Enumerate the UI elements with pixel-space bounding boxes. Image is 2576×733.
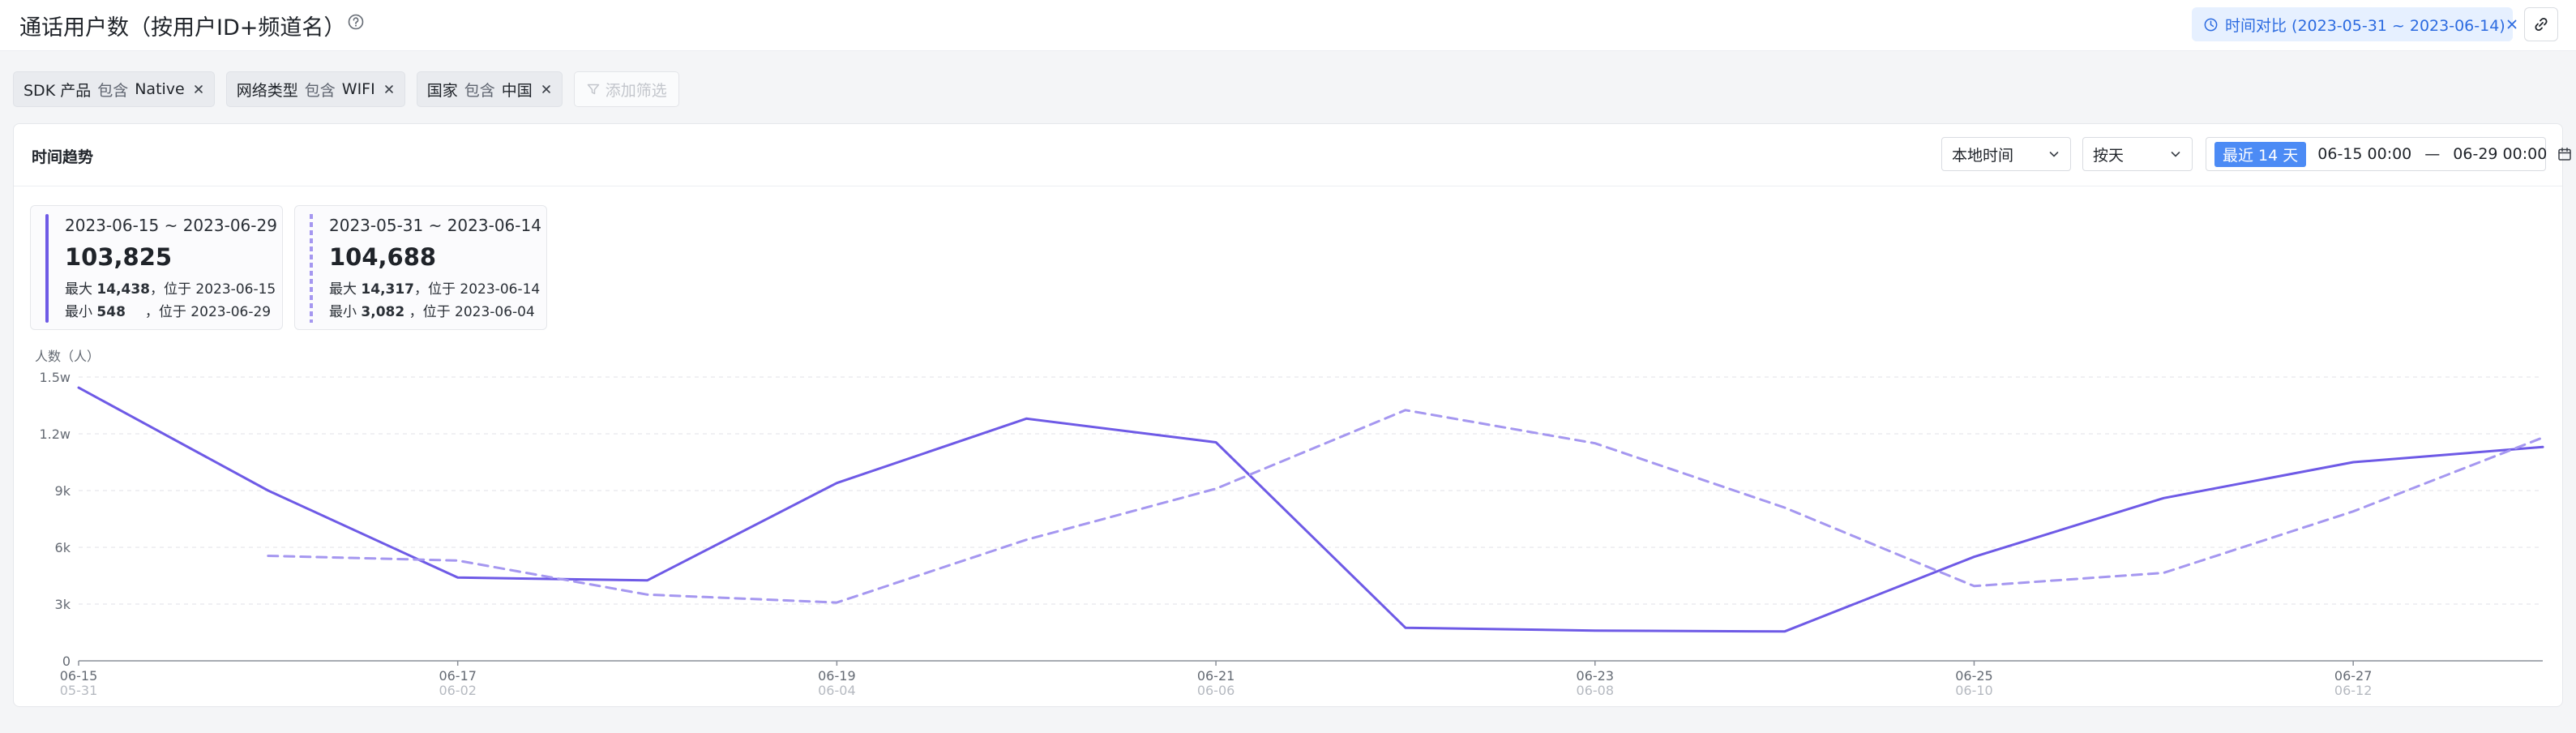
clock-icon [2203,17,2219,32]
filter-chip-country[interactable]: 国家 包含 中国 [416,71,563,107]
stat-total: 103,825 [65,243,173,271]
stat-min: 最小 548 ，位于 2023-06-29 [65,304,272,320]
time-compare-badge[interactable]: 时间对比 (2023-05-31 ~ 2023-06-14) [2192,7,2517,41]
link-icon [2532,15,2550,33]
filter-value: WIFI [341,80,375,98]
card-header: 时间趋势 本地时间 按天 最近 14 天 06-15 00:00 — 06-29… [14,124,2572,186]
chevron-down-icon [2169,148,2182,161]
y-axis-label: 人数（人） [35,349,100,364]
stat-min: 最小 3,082 ，位于 2023-06-04 [329,304,535,320]
range-preset-tag[interactable]: 最近 14 天 [2214,141,2307,167]
add-filter-label: 添加筛选 [605,81,667,100]
stat-max: 最大 14,438，位于 2023-06-15 [65,281,276,298]
y-tick-label: 3k [55,597,71,612]
series-marker-solid [45,214,49,323]
x-tick-label: 06-27 [2334,668,2373,684]
x-tick-label: 06-25 [1955,668,1993,684]
x-tick-label-compare: 06-06 [1197,683,1235,698]
time-compare-label: 时间对比 (2023-05-31 ~ 2023-06-14) [2225,16,2505,35]
stat-card-current: 2023-06-15 ~ 2023-06-29 103,825 最大 14,43… [30,205,283,330]
filter-chip-sdk[interactable]: SDK 产品 包含 Native [13,71,215,107]
filter-op: 包含 [304,81,336,100]
close-icon[interactable] [541,84,552,95]
close-icon[interactable] [193,84,204,95]
stat-range: 2023-05-31 ~ 2023-06-14 [329,216,541,235]
x-tick-label-compare: 06-12 [2334,683,2373,698]
filter-op: 包含 [97,81,129,100]
filter-field: 网络类型 [236,81,298,100]
y-tick-label: 1.5w [39,370,71,385]
x-tick-label: 06-23 [1577,668,1615,684]
x-tick-label-compare: 06-10 [1955,683,1993,698]
filter-bar: SDK 产品 包含 Native 网络类型 包含 WIFI 国家 包含 中国 添… [13,71,679,107]
close-icon[interactable] [383,84,395,95]
filter-op: 包含 [464,81,495,100]
stat-card-previous: 2023-05-31 ~ 2023-06-14 104,688 最大 14,31… [294,205,547,330]
filter-field: SDK 产品 [24,81,92,100]
stat-total: 104,688 [329,243,437,271]
x-tick-label-compare: 05-31 [60,683,98,698]
filter-value: Native [135,80,185,98]
x-tick-label-compare: 06-08 [1577,683,1615,698]
series-line-previous [267,409,2544,604]
granularity-value: 按天 [2093,146,2125,165]
range-start[interactable]: 06-15 00:00 [2317,145,2412,163]
timezone-value: 本地时间 [1952,146,2014,165]
y-tick-label: 1.2w [39,427,71,442]
x-tick-label: 06-19 [818,668,856,684]
trend-card: 时间趋势 本地时间 按天 最近 14 天 06-15 00:00 — 06-29… [13,123,2572,707]
y-tick-label: 6k [55,540,71,555]
series-line-current [77,386,2544,633]
copy-link-button[interactable] [2524,7,2558,41]
calendar-icon[interactable] [2557,146,2573,162]
x-tick-label: 06-21 [1197,668,1235,684]
x-tick-label: 06-15 [60,668,98,684]
range-end[interactable]: 06-29 00:00 [2453,145,2548,163]
date-range-picker[interactable]: 最近 14 天 06-15 00:00 — 06-29 00:00 [2206,137,2572,171]
y-tick-label: 9k [55,483,71,499]
timezone-select[interactable]: 本地时间 [1941,137,2071,171]
add-filter-button[interactable]: 添加筛选 [573,71,679,107]
range-separator: — [2424,145,2441,163]
section-title: 时间趋势 [32,148,94,166]
stat-max: 最大 14,317，位于 2023-06-14 [329,281,541,298]
page-title: 通话用户数（按用户ID+频道名） [19,15,346,41]
help-circle-icon[interactable] [347,13,365,34]
stat-range: 2023-06-15 ~ 2023-06-29 [65,216,277,235]
granularity-select[interactable]: 按天 [2082,137,2193,171]
x-tick-label-compare: 06-02 [439,683,477,698]
filter-value: 中国 [501,81,533,100]
close-icon[interactable] [2505,18,2518,31]
x-tick-label-compare: 06-04 [818,683,856,698]
x-tick-label: 06-17 [439,668,477,684]
page-header: 通话用户数（按用户ID+频道名） 时间对比 (2023-05-31 ~ 2023… [0,0,2576,51]
series-marker-dashed [310,214,313,323]
filter-chip-network[interactable]: 网络类型 包含 WIFI [225,71,405,107]
y-tick-label: 0 [62,654,71,669]
chevron-down-icon [2048,148,2060,161]
filter-icon [586,82,601,96]
filter-field: 国家 [426,81,458,100]
